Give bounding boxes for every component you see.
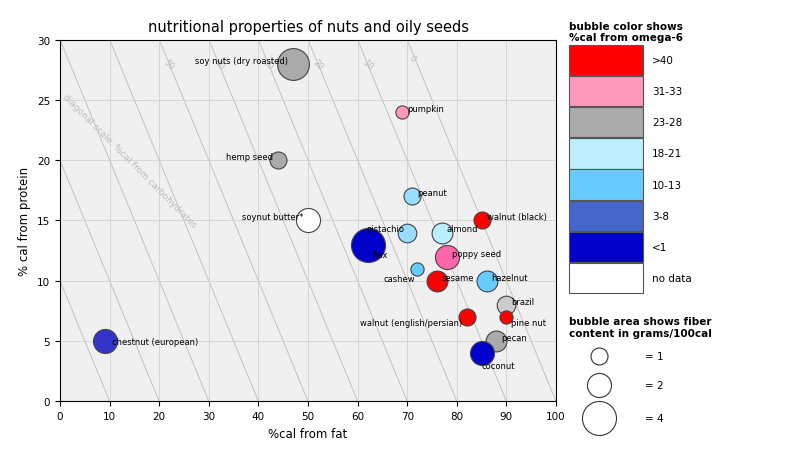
Title: nutritional properties of nuts and oily seeds: nutritional properties of nuts and oily …	[147, 20, 469, 35]
Text: pumpkin: pumpkin	[407, 105, 444, 114]
Text: 31-33: 31-33	[652, 87, 682, 97]
Y-axis label: % cal from protein: % cal from protein	[18, 166, 31, 276]
Text: 0: 0	[407, 54, 417, 64]
Bar	[569, 77, 643, 107]
Text: brazil: brazil	[511, 297, 534, 306]
Text: soy nuts (dry roasted): soy nuts (dry roasted)	[195, 56, 288, 65]
Text: no data: no data	[652, 273, 692, 283]
Text: pecan: pecan	[502, 333, 527, 342]
Text: 10-13: 10-13	[652, 180, 682, 190]
Bar	[569, 46, 643, 76]
Text: 50: 50	[162, 58, 176, 72]
Text: sesame: sesame	[442, 273, 474, 282]
Text: walnut (black): walnut (black)	[486, 213, 546, 222]
Text: >40: >40	[652, 55, 674, 65]
Text: = 4: = 4	[645, 413, 664, 423]
Point	[286, 61, 299, 68]
Point	[592, 381, 605, 388]
Text: walnut (english/persian): walnut (english/persian)	[359, 319, 462, 328]
Text: soynut butter*: soynut butter*	[242, 213, 303, 222]
Text: 20: 20	[311, 58, 325, 72]
Point	[435, 230, 448, 237]
Point	[98, 338, 111, 345]
Point	[441, 253, 454, 261]
Bar	[569, 139, 643, 169]
Point	[490, 338, 503, 345]
Point	[460, 313, 473, 321]
Text: flax: flax	[373, 250, 388, 259]
Text: coconut: coconut	[482, 361, 515, 370]
Text: bubble color shows
%cal from omega-6: bubble color shows %cal from omega-6	[569, 22, 682, 43]
Point	[592, 352, 605, 359]
Bar	[569, 232, 643, 262]
Bar	[569, 263, 643, 294]
Point	[361, 241, 374, 249]
Point	[500, 313, 513, 321]
Text: bubble area shows fiber
content in grams/100cal: bubble area shows fiber content in grams…	[569, 317, 711, 338]
Point	[475, 350, 488, 357]
Bar	[569, 108, 643, 138]
Text: hemp seed: hemp seed	[226, 153, 274, 162]
Point	[401, 230, 414, 237]
Text: pistachio: pistachio	[366, 225, 405, 234]
Point	[272, 157, 285, 165]
Point	[592, 414, 605, 422]
Point	[410, 266, 423, 273]
Text: diagonal scale: %cal from carbohydrates: diagonal scale: %cal from carbohydrates	[61, 92, 198, 229]
Point	[302, 217, 314, 225]
Text: pine nut: pine nut	[511, 319, 546, 328]
Point	[475, 217, 488, 225]
Text: <1: <1	[652, 242, 667, 252]
Text: 30: 30	[262, 58, 275, 72]
Text: peanut: peanut	[417, 189, 447, 198]
Text: cashew: cashew	[383, 274, 414, 283]
Bar	[569, 170, 643, 200]
X-axis label: %cal from fat: %cal from fat	[268, 427, 348, 440]
Point	[406, 193, 418, 201]
Point	[500, 302, 513, 309]
Text: 40: 40	[212, 58, 226, 72]
Text: almond: almond	[447, 225, 478, 234]
Text: = 2: = 2	[645, 380, 664, 390]
Bar	[569, 201, 643, 231]
Point	[430, 277, 443, 285]
Point	[480, 277, 493, 285]
Point	[396, 109, 409, 116]
Text: = 1: = 1	[645, 351, 664, 361]
Text: 23-28: 23-28	[652, 118, 682, 128]
Text: 18-21: 18-21	[652, 149, 682, 159]
Text: chestnut (european): chestnut (european)	[112, 337, 198, 346]
Text: 10: 10	[361, 58, 374, 72]
Text: 3-8: 3-8	[652, 211, 669, 221]
Text: poppy seed: poppy seed	[452, 249, 501, 258]
Text: hazelnut: hazelnut	[491, 273, 528, 282]
